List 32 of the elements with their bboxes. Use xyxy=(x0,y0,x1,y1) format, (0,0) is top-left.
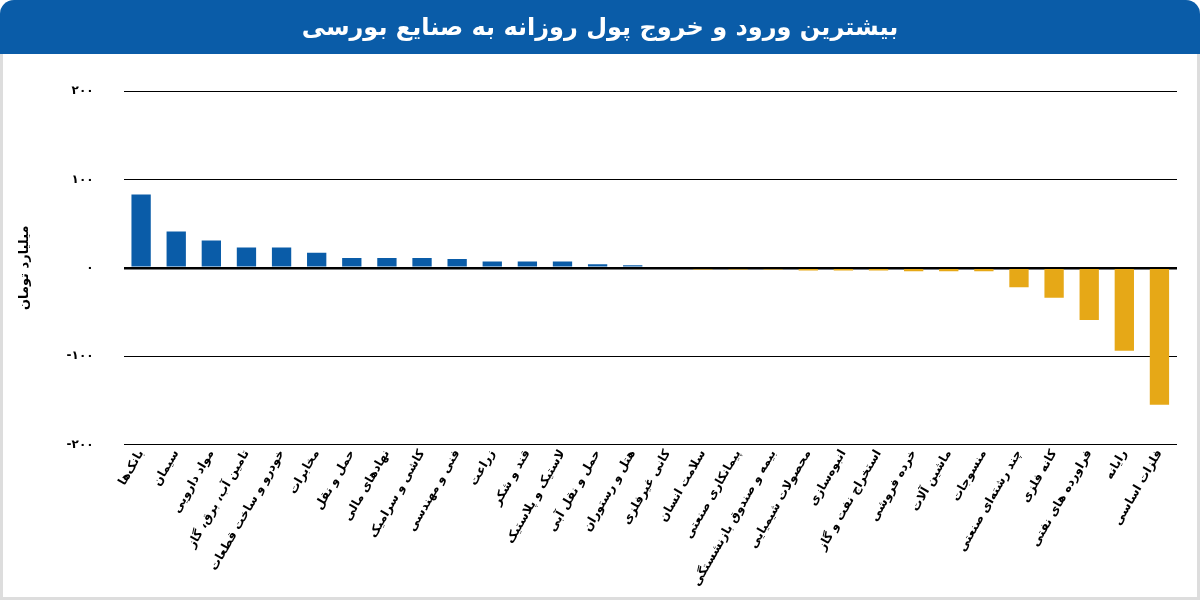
bar xyxy=(166,231,186,267)
bar xyxy=(447,258,467,267)
y-tick-label: ۰ xyxy=(86,259,94,274)
x-tick-label: بانک‌ها xyxy=(114,447,147,488)
x-tick-label: سیمان xyxy=(149,447,182,489)
bar xyxy=(236,247,257,267)
x-tick-label: زراعت xyxy=(466,446,498,488)
bar xyxy=(201,240,221,267)
x-tick-label: مخابرات xyxy=(285,447,322,497)
bar xyxy=(587,264,608,267)
bar xyxy=(1149,269,1170,405)
x-tick-label: رایانه xyxy=(1101,446,1130,482)
bar xyxy=(1044,269,1064,298)
bar xyxy=(342,258,362,267)
bar xyxy=(131,194,151,267)
bar xyxy=(271,247,292,267)
y-tick-label: -۲۰۰ xyxy=(66,436,94,451)
bar xyxy=(1114,269,1134,351)
bar xyxy=(1009,269,1029,288)
bar xyxy=(307,252,327,267)
bar xyxy=(482,261,502,267)
bar xyxy=(1079,269,1099,320)
bar xyxy=(552,261,573,267)
y-tick-label: -۱۰۰ xyxy=(66,348,94,363)
chart-title: بیشترین ورود و خروج پول روزانه به صنایع بورسی xyxy=(301,13,899,41)
bar xyxy=(974,269,994,272)
y-tick-label: ۲۰۰ xyxy=(71,83,94,98)
bar xyxy=(517,261,538,267)
bar xyxy=(377,258,397,267)
y-tick-label: ۱۰۰ xyxy=(71,171,94,186)
bar xyxy=(412,258,432,267)
y-axis-title: میلیارد تومان xyxy=(16,225,32,311)
